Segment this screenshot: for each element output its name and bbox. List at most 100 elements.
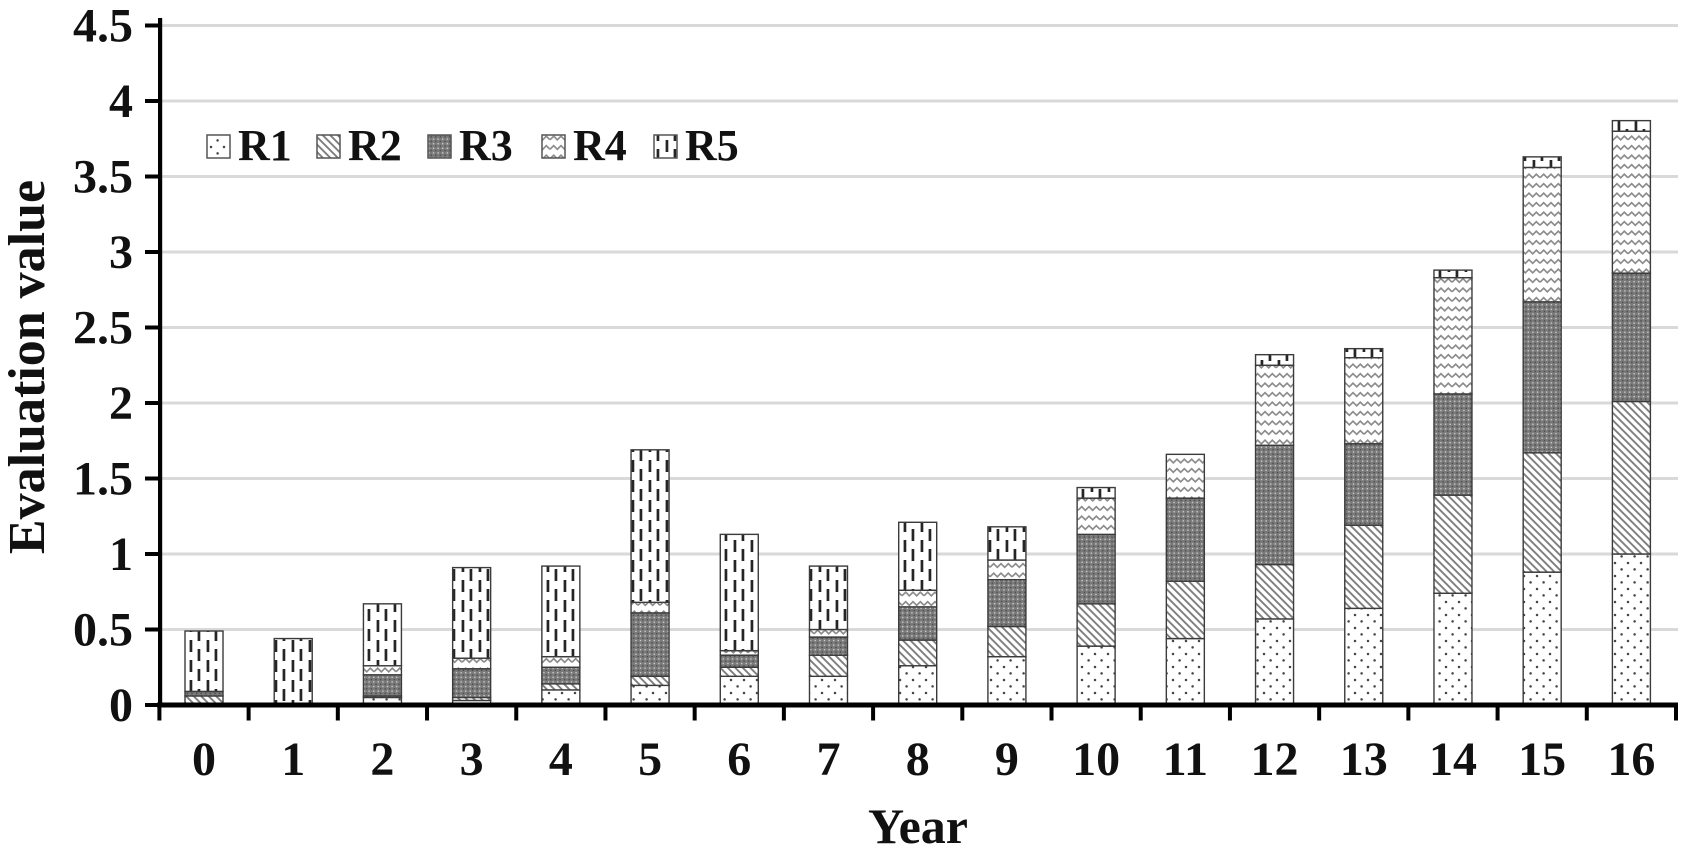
bar-segment-r4-year-7 <box>808 628 849 638</box>
x-tick-label: 15 <box>1518 733 1566 786</box>
x-tick-mark <box>692 707 697 721</box>
y-tick-label: 3 <box>109 226 133 279</box>
bar-segment-r3-year-3 <box>451 668 492 699</box>
bar-segment-r1-year-12 <box>1254 618 1295 706</box>
bar-segment-r4-year-9 <box>987 559 1027 581</box>
x-tick-mark <box>603 707 608 721</box>
bar-segment-r5-year-4 <box>541 565 581 658</box>
y-axis-line <box>158 18 163 708</box>
gridline <box>157 250 1678 254</box>
x-tick-mark <box>425 707 430 721</box>
bar-segment-r3-year-8 <box>898 606 938 641</box>
bar-segment-r4-year-15 <box>1522 166 1562 303</box>
bar-segment-r4-year-4 <box>541 655 581 668</box>
y-tick-mark <box>145 627 158 632</box>
bar-segment-r1-year-10 <box>1076 645 1116 706</box>
y-tick-mark <box>145 476 158 481</box>
bar-segment-r3-year-12 <box>1254 444 1295 566</box>
x-tick-label: 12 <box>1251 733 1299 786</box>
y-tick-label: 0.5 <box>73 604 133 657</box>
x-tick-mark <box>1227 707 1232 721</box>
y-tick-mark <box>145 703 158 707</box>
bar-segment-r1-year-14 <box>1433 592 1473 706</box>
x-tick-mark <box>1317 707 1322 721</box>
bar-segment-r2-year-10 <box>1076 603 1116 647</box>
y-tick-label: 2.5 <box>73 302 133 355</box>
bar-segment-r3-year-5 <box>630 612 670 678</box>
x-tick-mark <box>514 707 519 721</box>
bar-segment-r4-year-5 <box>630 601 670 614</box>
bar-segment-r3-year-4 <box>541 666 581 685</box>
bar-segment-r2-year-13 <box>1344 524 1384 610</box>
bar-segment-r2-year-8 <box>898 639 938 667</box>
x-tick-label: 4 <box>549 733 573 786</box>
bar-segment-r2-year-5 <box>630 675 670 687</box>
bar-segment-r3-year-11 <box>1165 497 1206 582</box>
bar-segment-r3-year-7 <box>808 636 849 656</box>
x-tick-mark <box>1406 707 1411 721</box>
bar-segment-r1-year-9 <box>987 655 1027 706</box>
x-tick-mark <box>157 707 162 721</box>
bar-segment-r5-year-15 <box>1522 156 1562 169</box>
bar-segment-r5-year-3 <box>451 566 492 659</box>
bar-segment-r4-year-8 <box>898 589 938 608</box>
bar-segment-r5-year-10 <box>1076 486 1116 499</box>
bar-segment-r5-year-14 <box>1433 269 1473 279</box>
bar-segment-r3-year-9 <box>987 578 1027 628</box>
y-axis-title: Evaluation value <box>0 180 56 554</box>
x-tick-label: 1 <box>281 733 305 786</box>
x-axis-line <box>157 702 1678 708</box>
legend-swatch-r5-icon <box>653 134 678 159</box>
gridline <box>157 401 1678 405</box>
bar-segment-r3-year-14 <box>1433 393 1473 496</box>
bar-segment-r4-year-11 <box>1165 453 1206 499</box>
bar-segment-r2-year-4 <box>541 683 581 691</box>
x-axis-title: Year <box>868 798 968 852</box>
bar-segment-r3-year-10 <box>1076 533 1116 605</box>
y-tick-mark <box>145 250 158 254</box>
x-tick-label: 2 <box>370 733 394 786</box>
bar-segment-r5-year-7 <box>808 565 849 631</box>
bar-segment-r4-year-2 <box>362 665 403 676</box>
y-tick-label: 4.5 <box>73 0 133 53</box>
legend-label-r1: R1 <box>238 121 292 170</box>
x-tick-label: 5 <box>638 733 662 786</box>
x-tick-label: 9 <box>995 733 1019 786</box>
bar-segment-r4-year-14 <box>1433 276 1473 395</box>
bar-segment-r2-year-14 <box>1433 494 1473 594</box>
y-tick-label: 1 <box>109 528 133 581</box>
bar-segment-r3-year-13 <box>1344 443 1384 527</box>
bar-segment-r1-year-16 <box>1611 553 1652 706</box>
bar-segment-r4-year-3 <box>451 657 492 670</box>
y-tick-label: 2 <box>109 377 133 430</box>
tick-labels-group: 00.511.522.533.544.50 1 2 3 4 5 6 7 8 9 10 11 12 13 14… <box>73 0 1655 786</box>
y-tick-mark <box>145 99 158 103</box>
y-tick-label: 4 <box>109 75 133 128</box>
bar-segment-r3-year-2 <box>362 674 403 697</box>
bar-segment-r5-year-13 <box>1344 347 1384 359</box>
x-tick-label: 14 <box>1429 733 1477 786</box>
bar-segment-r5-year-12 <box>1254 353 1295 366</box>
bar-segment-r4-year-13 <box>1344 357 1384 445</box>
gridline <box>157 477 1678 480</box>
legend-swatch-r3-icon <box>427 134 452 159</box>
bar-segment-r2-year-6 <box>719 666 759 678</box>
bar-segment-r2-year-9 <box>987 625 1027 658</box>
x-tick-mark <box>1674 707 1678 721</box>
legend-label-r2: R2 <box>348 121 402 170</box>
x-tick-mark <box>781 707 786 721</box>
bar-segment-r5-year-1 <box>273 637 313 705</box>
x-tick-label: 8 <box>906 733 930 786</box>
gridline <box>157 326 1678 329</box>
bar-segment-r5-year-6 <box>719 533 759 652</box>
legend-group: R1 R2 R3 R4 R5 <box>206 121 739 170</box>
y-tick-mark <box>145 552 158 556</box>
bar-segment-r2-year-15 <box>1522 452 1562 573</box>
legend-label-r3: R3 <box>459 121 513 170</box>
bar-segment-r4-year-16 <box>1611 130 1652 274</box>
legend-swatch-r1-icon <box>206 134 231 159</box>
x-tick-mark <box>871 707 876 721</box>
bars-group <box>184 119 1652 706</box>
